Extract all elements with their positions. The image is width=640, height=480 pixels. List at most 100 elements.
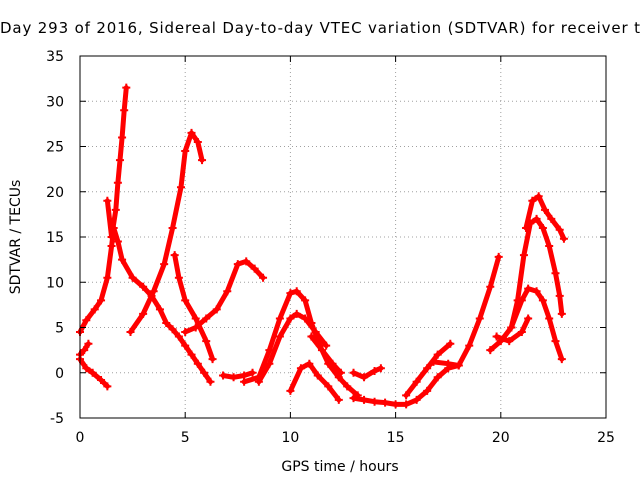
data-point <box>429 357 438 366</box>
x-tick-label: 25 <box>597 430 615 446</box>
data-point <box>343 382 352 391</box>
data-point <box>223 287 232 296</box>
data-point <box>250 264 259 273</box>
data-point <box>524 314 533 323</box>
data-point <box>120 106 129 115</box>
data-point <box>534 192 543 201</box>
series-20-line <box>494 315 531 344</box>
data-point <box>88 368 97 377</box>
data-point <box>494 252 503 261</box>
data-point <box>107 242 116 251</box>
data-point <box>170 251 179 260</box>
data-point <box>113 178 122 187</box>
data-point <box>208 355 217 364</box>
data-point <box>370 397 379 406</box>
data-point <box>381 398 390 407</box>
data-point <box>528 196 537 205</box>
data-point <box>139 282 148 291</box>
series-5-line <box>128 130 205 335</box>
data-point <box>305 359 314 368</box>
data-point <box>402 400 411 409</box>
y-tick-label: 0 <box>55 366 64 382</box>
data-point <box>115 156 124 165</box>
data-point <box>206 377 215 386</box>
y-tick-label: 20 <box>46 185 64 201</box>
data-point <box>128 273 137 282</box>
data-point <box>265 359 274 368</box>
data-point <box>446 339 455 348</box>
data-point <box>334 395 343 404</box>
data-point <box>84 339 93 348</box>
data-point <box>181 328 190 337</box>
data-point <box>402 391 411 400</box>
data-point <box>334 373 343 382</box>
data-point <box>507 323 516 332</box>
x-tick-label: 10 <box>281 430 299 446</box>
data-point <box>202 314 211 323</box>
data-point <box>126 328 135 337</box>
data-point <box>168 325 177 334</box>
data-point <box>174 332 183 341</box>
data-point <box>522 223 531 232</box>
data-point <box>82 316 91 325</box>
data-point <box>286 314 295 323</box>
y-tick-label: 35 <box>46 49 64 65</box>
data-point <box>301 314 310 323</box>
data-point <box>538 296 547 305</box>
data-point <box>423 364 432 373</box>
data-point <box>517 328 526 337</box>
series-12-line <box>308 334 344 376</box>
data-point <box>292 309 301 318</box>
data-point <box>240 377 249 386</box>
data-point <box>444 359 453 368</box>
y-tick-label: 5 <box>55 321 64 337</box>
data-point <box>545 314 554 323</box>
y-tick-label: 30 <box>46 94 64 110</box>
data-point <box>200 368 209 377</box>
data-point <box>513 296 522 305</box>
data-point <box>118 133 127 142</box>
data-point <box>301 296 310 305</box>
series-layer <box>76 83 568 409</box>
series-10-line <box>256 311 329 385</box>
data-point <box>545 242 554 251</box>
data-point <box>349 368 358 377</box>
data-point <box>423 386 432 395</box>
y-tick-label: 10 <box>46 275 64 291</box>
data-point <box>551 269 560 278</box>
data-point <box>555 225 564 234</box>
data-point <box>524 284 533 293</box>
data-point <box>193 359 202 368</box>
data-point <box>275 332 284 341</box>
data-point <box>181 341 190 350</box>
chart-title: Day 293 of 2016, Sidereal Day-to-day VTE… <box>0 19 640 37</box>
data-point <box>191 323 200 332</box>
data-point <box>322 341 331 350</box>
data-point <box>336 368 345 377</box>
data-point <box>551 337 560 346</box>
data-point <box>557 355 566 364</box>
data-point <box>202 337 211 346</box>
data-point <box>360 395 369 404</box>
data-point <box>370 366 379 375</box>
data-point <box>433 373 442 382</box>
data-point <box>557 309 566 318</box>
data-point <box>219 371 228 380</box>
data-point <box>559 234 568 243</box>
data-point <box>162 318 171 327</box>
series-17-line <box>487 286 565 362</box>
series-2-line <box>104 85 129 240</box>
data-point <box>532 214 541 223</box>
data-point <box>111 205 120 214</box>
data-point <box>313 371 322 380</box>
series-14-line <box>351 365 384 380</box>
data-point <box>113 237 122 246</box>
x-tick-label: 20 <box>492 430 510 446</box>
data-point <box>97 296 106 305</box>
data-point <box>174 273 183 282</box>
data-point <box>97 375 106 384</box>
series-11-line <box>287 361 342 403</box>
data-point <box>275 314 284 323</box>
data-point <box>259 273 268 282</box>
data-point <box>155 305 164 314</box>
